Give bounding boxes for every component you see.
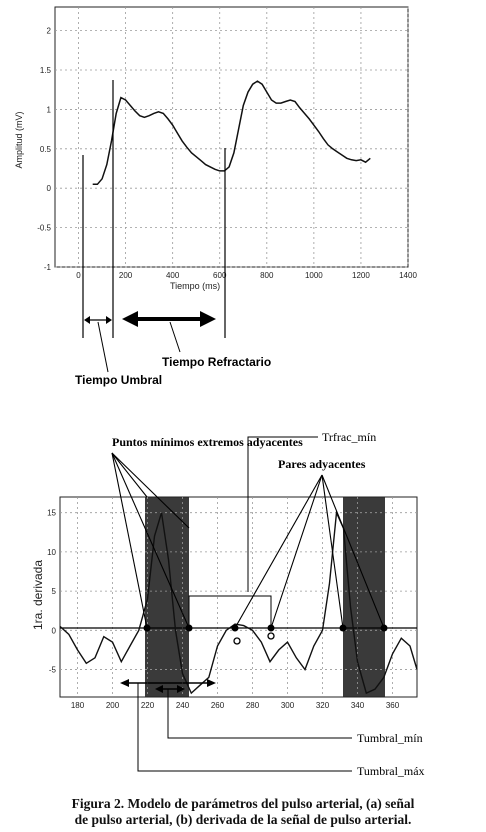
- chart-b-xtick-label: 200: [106, 701, 120, 710]
- chart-b-ytick-label: 10: [47, 548, 56, 557]
- tumbral-max-pointer: [137, 683, 352, 772]
- adjacent-min-pointers: [111, 452, 190, 629]
- extreme-point: [231, 624, 239, 632]
- chart-a-xtick-label: 200: [119, 271, 133, 280]
- chart-a-xtick-label: 800: [260, 271, 274, 280]
- chart-a-ytick-label: 0.5: [40, 145, 52, 154]
- extreme-point: [185, 624, 193, 632]
- adjacent-pairs-pointers: [234, 474, 385, 629]
- chart-a-xtick-label: 1000: [305, 271, 323, 280]
- extreme-points: [143, 624, 388, 632]
- threshold-time-arrow: [84, 316, 112, 324]
- extreme-point: [380, 624, 388, 632]
- chart-a-ytick-label: 0: [47, 184, 52, 193]
- trfrac-min-pointer: [247, 436, 318, 592]
- chart-b-xtick-label: 360: [386, 701, 400, 710]
- chart-b-xtick-label: 220: [141, 701, 155, 710]
- threshold-label-pointer: [97, 321, 109, 373]
- chart-a-xtick-label: 1400: [399, 271, 417, 280]
- chart-a-xtick-label: 600: [213, 271, 227, 280]
- adjacent-min-points-label: Puntos mínimos extremos adyacentes: [112, 435, 303, 449]
- chart-b-xtick-label: 300: [281, 701, 295, 710]
- tumbral-min-label: Tumbral_mín: [357, 731, 423, 745]
- caption-line-2: de pulso arterial, (b) derivada de la se…: [74, 812, 412, 827]
- open-markers: [233, 632, 275, 645]
- chart-b: 180 200 220 240 260 280 300 320 340 360 -5 0 5 10 15 1…: [31, 430, 425, 778]
- chart-a-xtick-label: 0: [76, 271, 81, 280]
- extreme-point: [339, 624, 347, 632]
- refractory-label-pointer: [169, 321, 181, 353]
- chart-b-plot-area: [59, 496, 418, 698]
- chart-b-xtick-label: 240: [176, 701, 190, 710]
- chart-a-ytick-label: -0.5: [37, 224, 51, 233]
- chart-a-ytick-label: 2: [47, 27, 52, 36]
- trfrac-min-bracket: [188, 595, 272, 628]
- figure-caption: Figura 2. Modelo de parámetros del pulso…: [0, 796, 486, 828]
- shaded-region-left: [145, 497, 189, 697]
- extreme-point: [267, 624, 275, 632]
- chart-a-xtick-label: 400: [166, 271, 180, 280]
- trfrac-min-label: Trfrac_mín: [322, 430, 376, 444]
- chart-a-grid: [55, 7, 409, 268]
- chart-b-ytick-label: 5: [52, 587, 57, 596]
- chart-b-ticks: 180 200 220 240 260 280 300 320 340 360 -5 0 5 10 15: [47, 509, 400, 710]
- chart-a: 0 200 400 600 800 1000 1200 1400 -1 -0.5 0 0.5 1 1.5 2…: [14, 6, 417, 387]
- open-marker: [267, 632, 275, 640]
- tumbral-max-label: Tumbral_máx: [357, 764, 425, 778]
- chart-a-ytick-label: 1.5: [40, 66, 52, 75]
- tumbral-max-arrow: [120, 679, 216, 687]
- refractory-time-label: Tiempo Refractario: [162, 355, 271, 369]
- chart-b-ytick-label: -5: [49, 666, 57, 675]
- chart-b-series-line: [59, 510, 418, 695]
- chart-b-ytick-label: 0: [52, 626, 57, 635]
- chart-a-series-line: [92, 80, 371, 186]
- tumbral-min-pointer: [167, 689, 352, 739]
- chart-b-xtick-label: 320: [316, 701, 330, 710]
- threshold-time-label: Tiempo Umbral: [75, 373, 162, 387]
- chart-b-xtick-label: 280: [246, 701, 260, 710]
- chart-a-xtick-label: 1200: [352, 271, 370, 280]
- chart-b-xtick-label: 340: [351, 701, 365, 710]
- chart-b-xtick-label: 260: [211, 701, 225, 710]
- caption-line-1: Figura 2. Modelo de parámetros del pulso…: [71, 796, 415, 811]
- chart-b-ylabel: 1ra. derivada: [31, 560, 45, 630]
- chart-a-ytick-label: 1: [47, 105, 52, 114]
- chart-b-ytick-label: 15: [47, 509, 56, 518]
- adjacent-pairs-label: Pares adyacentes: [278, 457, 366, 471]
- chart-b-xtick-label: 180: [71, 701, 85, 710]
- chart-a-ylabel: Amplitud (mV): [14, 111, 24, 168]
- tumbral-min-arrow: [155, 685, 185, 693]
- chart-a-ticks: 0 200 400 600 800 1000 1200 1400 -1 -0.5 0 0.5 1 1.5 2: [37, 27, 417, 280]
- refractory-time-arrow: [122, 311, 216, 327]
- open-marker: [233, 637, 241, 645]
- chart-a-ytick-label: -1: [44, 263, 52, 272]
- extreme-point: [143, 624, 151, 632]
- chart-a-xlabel: Tiempo (ms): [170, 281, 220, 291]
